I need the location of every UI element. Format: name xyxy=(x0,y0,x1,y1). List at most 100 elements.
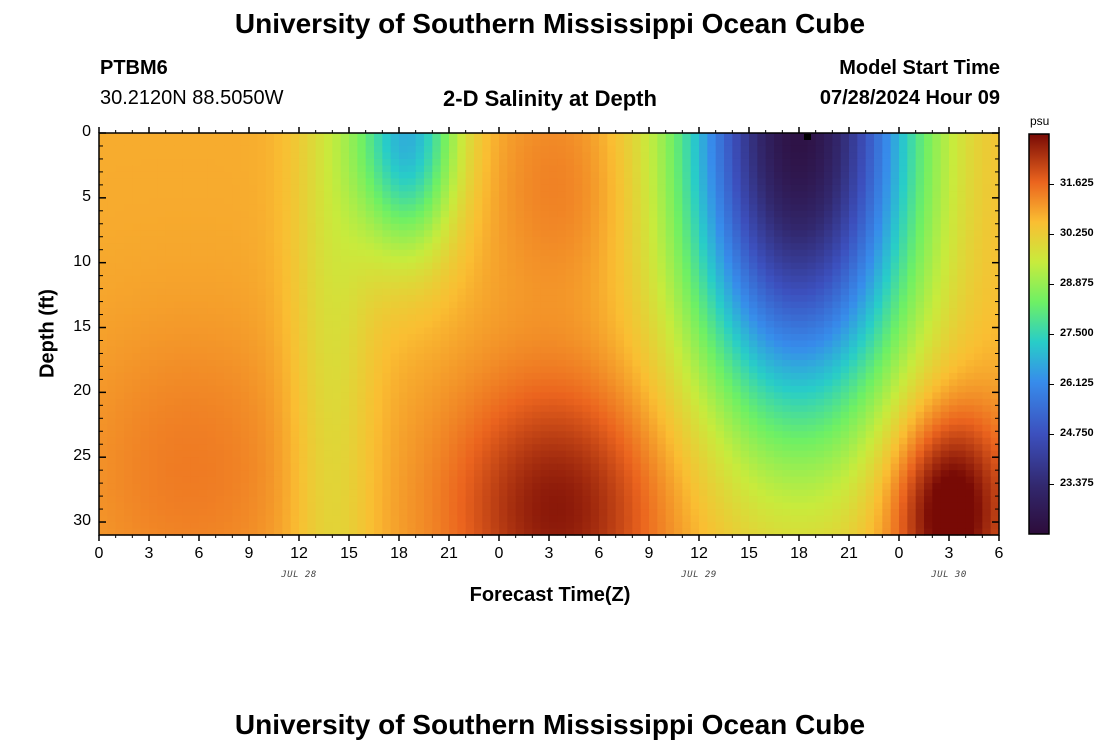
heatmap-cell xyxy=(549,372,558,380)
heatmap-cell xyxy=(490,275,500,283)
heatmap-cell xyxy=(407,197,417,205)
heatmap-cell xyxy=(332,340,342,348)
heatmap-cell xyxy=(390,184,400,192)
heatmap-cell xyxy=(982,230,992,238)
heatmap-cell xyxy=(415,178,425,186)
heatmap-cell xyxy=(149,359,158,368)
heatmap-cell xyxy=(490,171,500,179)
heatmap-cell xyxy=(182,308,192,316)
heatmap-cell xyxy=(757,385,767,393)
heatmap-cell xyxy=(499,308,508,316)
heatmap-cell xyxy=(699,223,708,231)
heatmap-cell xyxy=(165,308,175,316)
heatmap-cell xyxy=(615,210,625,218)
heatmap-cell xyxy=(199,223,208,231)
heatmap-cell xyxy=(899,346,908,355)
heatmap-cell xyxy=(124,204,133,212)
heatmap-cell xyxy=(565,385,575,393)
heatmap-cell xyxy=(807,165,817,173)
heatmap-cell xyxy=(874,282,883,290)
heatmap-cell xyxy=(890,275,900,283)
heatmap-cell xyxy=(957,236,967,244)
heatmap-cell xyxy=(557,282,567,290)
heatmap-cell xyxy=(257,197,267,205)
heatmap-cell xyxy=(415,321,425,329)
heatmap-cell xyxy=(315,334,325,342)
heatmap-cell xyxy=(665,133,675,141)
heatmap-cell xyxy=(432,217,442,225)
heatmap-cell xyxy=(982,295,992,303)
heatmap-cell xyxy=(224,372,233,380)
heatmap-cell xyxy=(782,308,792,316)
heatmap-cell xyxy=(949,340,958,348)
heatmap-cell xyxy=(607,178,617,186)
heatmap-cell xyxy=(724,275,733,283)
heatmap-cell xyxy=(357,359,367,368)
heatmap-cell xyxy=(149,171,158,179)
heatmap-cell xyxy=(324,392,333,400)
heatmap-cell xyxy=(857,282,867,290)
heatmap-cell xyxy=(907,269,917,277)
heatmap-cell xyxy=(399,217,408,225)
heatmap-cell xyxy=(224,184,233,192)
heatmap-cell xyxy=(757,392,767,400)
heatmap-cell xyxy=(390,282,400,290)
heatmap-cell xyxy=(874,210,883,218)
heatmap-cell xyxy=(590,418,600,426)
heatmap-cell xyxy=(857,372,867,380)
heatmap-cell xyxy=(207,275,217,283)
heatmap-cell xyxy=(432,295,442,303)
heatmap-cell xyxy=(174,152,183,160)
heatmap-cell xyxy=(307,152,317,160)
heatmap-cell xyxy=(690,230,700,238)
heatmap-cell xyxy=(882,158,892,167)
heatmap-cell xyxy=(107,314,117,322)
heatmap-cell xyxy=(249,288,258,296)
heatmap-cell xyxy=(807,249,817,257)
heatmap-cell xyxy=(307,178,317,186)
heatmap-cell xyxy=(774,262,783,270)
heatmap-cell xyxy=(449,217,458,225)
heatmap-cell xyxy=(174,262,183,270)
heatmap-cell xyxy=(115,282,125,290)
heatmap-cell xyxy=(790,197,800,205)
heatmap-cell xyxy=(540,366,550,374)
heatmap-cell xyxy=(315,372,325,380)
heatmap-cell xyxy=(357,346,367,355)
heatmap-cell xyxy=(690,243,700,251)
heatmap-cell xyxy=(590,301,600,309)
heatmap-cell xyxy=(874,223,883,231)
heatmap-cell xyxy=(499,405,508,413)
heatmap-cell xyxy=(140,152,150,160)
heatmap-cell xyxy=(765,379,775,387)
heatmap-cell xyxy=(499,223,508,231)
heatmap-cell xyxy=(499,230,508,238)
heatmap-cell xyxy=(790,223,800,231)
heatmap-cell xyxy=(849,145,858,154)
heatmap-cell xyxy=(107,165,117,173)
heatmap-cell xyxy=(582,217,592,225)
heatmap-cell xyxy=(749,275,758,283)
heatmap-cell xyxy=(524,230,533,238)
heatmap-cell xyxy=(140,418,150,426)
heatmap-cell xyxy=(265,372,275,380)
heatmap-cell xyxy=(140,398,150,406)
heatmap-cell xyxy=(740,353,750,361)
heatmap-cell xyxy=(615,184,625,192)
heatmap-cell xyxy=(724,178,733,186)
heatmap-cell xyxy=(507,256,517,264)
heatmap-cell xyxy=(549,197,558,205)
heatmap-cell xyxy=(865,249,875,257)
heatmap-cell xyxy=(349,133,358,141)
heatmap-cell xyxy=(257,327,267,335)
heatmap-cell xyxy=(307,398,317,406)
heatmap-cell xyxy=(749,145,758,154)
heatmap-cell xyxy=(724,256,733,264)
heatmap-cell xyxy=(940,366,950,374)
heatmap-cell xyxy=(682,210,692,218)
heatmap-cell xyxy=(674,411,683,419)
heatmap-cell xyxy=(882,178,892,186)
heatmap-cell xyxy=(490,249,500,257)
heatmap-cell xyxy=(799,256,808,264)
heatmap-cell xyxy=(249,424,258,432)
